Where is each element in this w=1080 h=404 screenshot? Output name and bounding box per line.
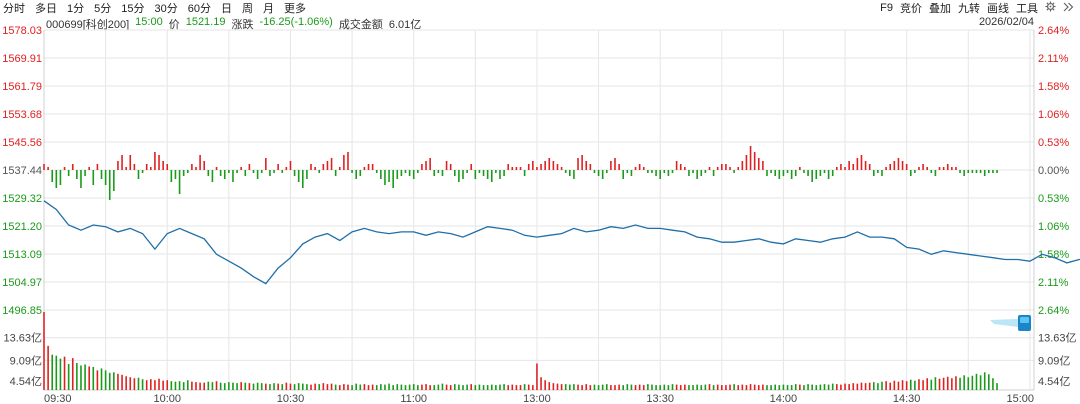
price-tick-label: 1504.97	[2, 277, 42, 289]
change-label: 涨跌	[231, 19, 254, 31]
tab-day[interactable]: 日	[221, 3, 232, 15]
volume-tick-label: 13.63亿	[3, 332, 42, 345]
percent-tick-label: 1.06%	[1038, 109, 1069, 121]
quote-date: 2026/02/04	[978, 16, 1034, 28]
tool-buttons: F9 竞价 叠加 九转 画线 工具	[880, 0, 1074, 16]
price-value: 1521.19	[185, 16, 226, 28]
percent-tick-label: 0.00%	[1038, 165, 1069, 177]
period-tabs: 分时 多日 1分 5分 15分 30分 60分 日 周 月 更多	[3, 0, 306, 16]
percent-tick-label: 1.06%	[1038, 221, 1069, 233]
price-tick-label: 1545.56	[2, 137, 42, 149]
draw-line-button[interactable]: 画线	[987, 3, 1009, 15]
time-tick-label: 09:30	[44, 393, 72, 404]
tab-15min[interactable]: 15分	[121, 3, 145, 15]
percent-tick-label: 2.11%	[1038, 53, 1069, 65]
tab-5min[interactable]: 5分	[94, 3, 112, 15]
price-tick-label: 1537.44	[2, 165, 42, 177]
percent-tick-label: 1.58%	[1038, 81, 1069, 93]
price-tick-label: 1529.32	[2, 193, 42, 205]
floating-tool-icon[interactable]	[990, 315, 1031, 331]
tab-multiday[interactable]: 多日	[35, 3, 57, 15]
price-tick-label: 1521.20	[2, 221, 42, 233]
volume-tick-label: 4.54亿	[10, 375, 42, 388]
tab-more[interactable]: 更多	[284, 3, 306, 15]
volume-tick-label: 13.63亿	[1038, 332, 1077, 345]
nine-turn-button[interactable]: 九转	[958, 3, 980, 15]
time-tick-label: 10:00	[153, 393, 181, 404]
percent-tick-label: 0.53%	[1038, 137, 1069, 149]
price-tick-label: 1513.09	[2, 249, 42, 261]
percent-tick-label: 2.11%	[1038, 277, 1069, 289]
percent-tick-label: 1.58%	[1038, 249, 1069, 261]
tab-month[interactable]: 月	[263, 3, 274, 15]
tools-button[interactable]: 工具	[1016, 3, 1038, 15]
price-tick-label: 1578.03	[2, 25, 42, 37]
time-tick-label: 13:30	[646, 393, 674, 404]
volume-tick-label: 9.09亿	[1038, 354, 1070, 367]
time-tick-label: 13:00	[523, 393, 551, 404]
time-tick-label: 15:00	[1006, 393, 1034, 404]
volume-tick-label: 9.09亿	[10, 354, 42, 367]
price-label: 价	[168, 19, 180, 31]
price-tick-label: 1496.85	[2, 305, 42, 317]
tab-week[interactable]: 周	[242, 3, 253, 15]
tab-intraday[interactable]: 分时	[3, 3, 25, 15]
amount-value: 6.01亿	[388, 19, 422, 31]
time-tick-label: 14:00	[770, 393, 798, 404]
time-tick-label: 11:00	[400, 393, 427, 404]
price-tick-label: 1561.79	[2, 81, 42, 93]
time-tick-label: 10:30	[277, 393, 305, 404]
f9-button[interactable]: F9	[880, 2, 893, 14]
percent-tick-label: 0.53%	[1038, 193, 1069, 205]
quote-info-bar: 000699[科创200] 15:00 价 1521.19 涨跌 -16.25(…	[46, 16, 421, 32]
index-code-name: 000699[科创200]	[46, 19, 130, 31]
price-tick-label: 1569.91	[2, 53, 42, 65]
tab-60min[interactable]: 60分	[187, 3, 211, 15]
percent-tick-label: 2.64%	[1038, 25, 1069, 37]
time-tick-label: 14:30	[893, 393, 921, 404]
change-value: -16.25(-1.06%)	[259, 16, 333, 28]
percent-tick-label: 2.64%	[1038, 305, 1069, 317]
gear-icon[interactable]	[1045, 1, 1056, 15]
overlay-button[interactable]: 叠加	[929, 3, 951, 15]
quote-time: 15:00	[135, 16, 163, 28]
double-chevron-right-icon[interactable]	[1063, 2, 1074, 15]
price-tick-label: 1553.68	[2, 109, 42, 121]
toolbar: 分时 多日 1分 5分 15分 30分 60分 日 周 月 更多 F9 竞价 叠…	[0, 0, 1080, 16]
amount-label: 成交金额	[338, 19, 383, 31]
tab-30min[interactable]: 30分	[154, 3, 178, 15]
tab-1min[interactable]: 1分	[67, 3, 85, 15]
auction-button[interactable]: 竞价	[900, 3, 922, 15]
price-line	[43, 200, 1080, 285]
volume-tick-label: 4.54亿	[1038, 375, 1070, 388]
